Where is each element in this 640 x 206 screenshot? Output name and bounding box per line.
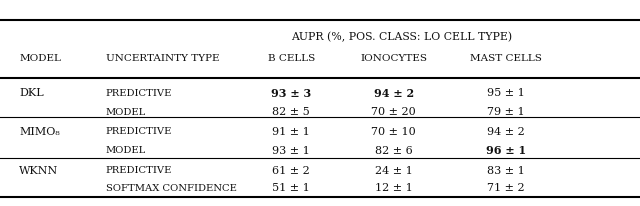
- Text: MAST CELLS: MAST CELLS: [470, 54, 541, 63]
- Text: 83 ± 1: 83 ± 1: [487, 166, 524, 176]
- Text: 79 ± 1: 79 ± 1: [487, 107, 524, 117]
- Text: 24 ± 1: 24 ± 1: [375, 166, 412, 176]
- Text: MODEL: MODEL: [106, 108, 146, 117]
- Text: PREDICTIVE: PREDICTIVE: [106, 89, 172, 98]
- Text: PREDICTIVE: PREDICTIVE: [106, 127, 172, 136]
- Text: B CELLS: B CELLS: [268, 54, 315, 63]
- Text: 70 ± 20: 70 ± 20: [371, 107, 416, 117]
- Text: IONOCYTES: IONOCYTES: [360, 54, 427, 63]
- Text: WKNN: WKNN: [19, 166, 58, 176]
- Text: 70 ± 10: 70 ± 10: [371, 127, 416, 137]
- Text: 82 ± 6: 82 ± 6: [375, 146, 412, 156]
- Text: 51 ± 1: 51 ± 1: [273, 184, 310, 193]
- Text: MODEL: MODEL: [106, 146, 146, 155]
- Text: MODEL: MODEL: [19, 54, 61, 63]
- Text: 71 ± 2: 71 ± 2: [487, 184, 524, 193]
- Text: 94 ± 2: 94 ± 2: [487, 127, 524, 137]
- Text: UNCERTAINTY TYPE: UNCERTAINTY TYPE: [106, 54, 219, 63]
- Text: 91 ± 1: 91 ± 1: [273, 127, 310, 137]
- Text: SOFTMAX CONFIDENCE: SOFTMAX CONFIDENCE: [106, 184, 236, 193]
- Text: DKL: DKL: [19, 88, 44, 98]
- Text: 61 ± 2: 61 ± 2: [273, 166, 310, 176]
- Text: MIMO₈: MIMO₈: [19, 127, 60, 137]
- Text: 96 ± 1: 96 ± 1: [486, 145, 525, 156]
- Text: 95 ± 1: 95 ± 1: [487, 88, 524, 98]
- Text: AUPR (%, POS. CLASS: LO CELL TYPE): AUPR (%, POS. CLASS: LO CELL TYPE): [291, 32, 513, 42]
- Text: 82 ± 5: 82 ± 5: [273, 107, 310, 117]
- Text: PREDICTIVE: PREDICTIVE: [106, 166, 172, 175]
- Text: 93 ± 1: 93 ± 1: [273, 146, 310, 156]
- Text: 93 ± 3: 93 ± 3: [271, 88, 311, 99]
- Text: 12 ± 1: 12 ± 1: [375, 184, 412, 193]
- Text: 94 ± 2: 94 ± 2: [374, 88, 413, 99]
